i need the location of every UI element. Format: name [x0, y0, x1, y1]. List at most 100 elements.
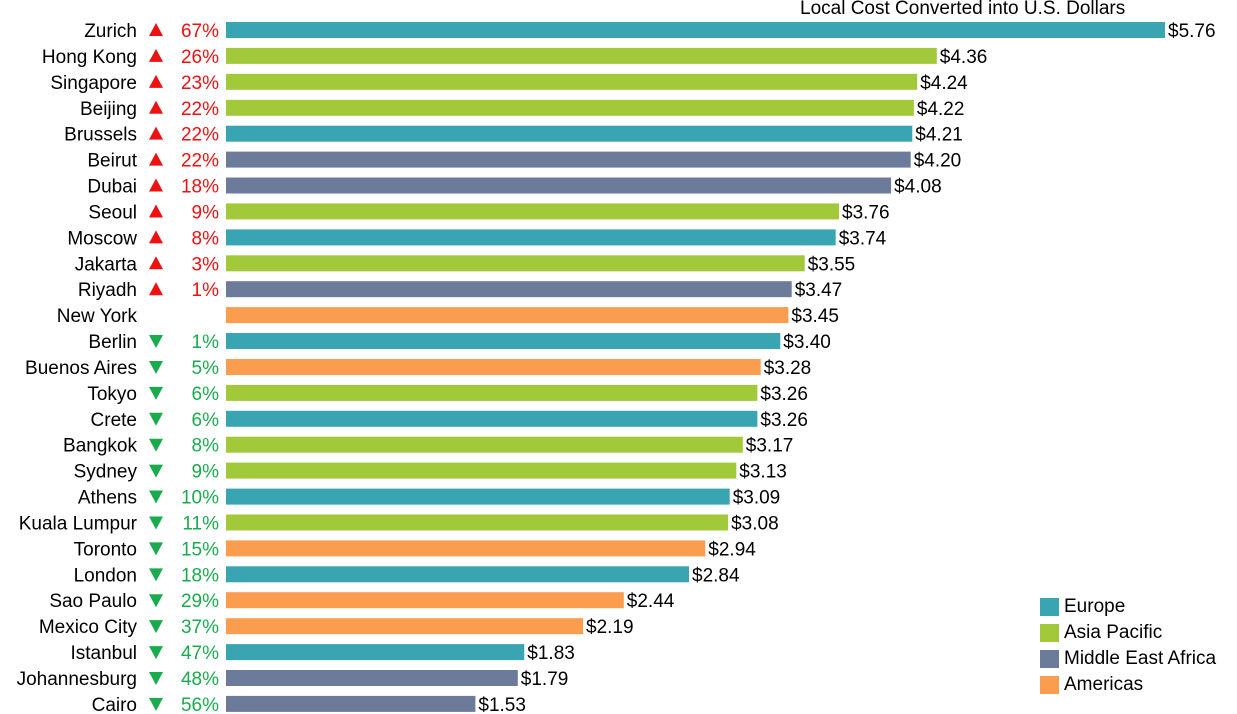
legend-item: Asia Pacific: [1040, 620, 1216, 646]
category-label: Toronto: [74, 539, 137, 560]
value-label: $4.22: [917, 99, 965, 120]
change-label: 11%: [182, 514, 219, 535]
category-label: London: [74, 565, 137, 586]
bar: [226, 151, 911, 168]
category-label: Sydney: [74, 462, 138, 483]
down-arrow-icon: [149, 412, 163, 426]
down-arrow-icon: [149, 464, 163, 478]
bar: [226, 307, 789, 324]
value-label: $2.94: [708, 539, 756, 560]
down-arrow-icon: [149, 542, 163, 556]
up-arrow-icon: [149, 282, 163, 296]
legend-label: Middle East Africa: [1064, 648, 1217, 669]
bar: [226, 333, 781, 349]
up-arrow-icon: [149, 48, 163, 62]
bar: [226, 618, 583, 635]
legend-swatch: [1040, 650, 1059, 668]
bar: [226, 177, 892, 194]
bar: [226, 695, 476, 712]
category-label: Dubai: [87, 177, 137, 198]
up-arrow-icon: [149, 178, 163, 192]
up-arrow-icon: [149, 23, 163, 36]
category-label: Tokyo: [87, 384, 137, 405]
down-arrow-icon: [149, 568, 163, 582]
change-label: 67%: [181, 21, 219, 42]
category-label: Sao Paulo: [49, 591, 137, 612]
change-label: 1%: [192, 280, 220, 301]
category-label: Singapore: [50, 73, 137, 94]
up-arrow-icon: [149, 74, 163, 88]
down-arrow-icon: [149, 360, 163, 374]
category-label: Cairo: [92, 695, 137, 714]
value-label: $3.45: [791, 306, 839, 327]
bar: [226, 514, 729, 531]
change-label: 15%: [181, 539, 219, 560]
up-arrow-icon: [149, 126, 163, 140]
down-arrow-icon: [149, 490, 163, 504]
change-label: 6%: [192, 410, 220, 431]
down-arrow-icon: [149, 672, 163, 685]
change-label: 22%: [181, 151, 219, 172]
legend-item: Americas: [1040, 672, 1216, 698]
legend: Europe Asia Pacific Middle East Africa Amer…: [1040, 594, 1216, 698]
change-label: 6%: [192, 384, 220, 405]
legend-label: Americas: [1064, 674, 1144, 695]
legend-label: Europe: [1064, 596, 1126, 617]
bar: [226, 359, 761, 375]
down-arrow-icon: [149, 594, 163, 608]
value-label: $3.09: [733, 488, 781, 509]
down-arrow-icon: [149, 646, 163, 660]
bar: [226, 99, 914, 116]
bar: [226, 670, 518, 686]
legend-item: Middle East Africa: [1040, 646, 1216, 672]
category-label: Beirut: [87, 151, 137, 172]
value-label: $2.19: [586, 617, 634, 638]
value-label: $4.08: [894, 177, 942, 198]
value-label: $3.17: [746, 436, 794, 457]
category-label: Zurich: [84, 21, 137, 42]
change-label: 47%: [181, 643, 219, 664]
change-label: 1%: [192, 332, 220, 353]
value-label: $1.79: [521, 669, 569, 690]
change-label: 22%: [181, 99, 219, 120]
value-label: $3.28: [764, 358, 812, 379]
category-label: Athens: [78, 488, 137, 509]
down-arrow-icon: [149, 438, 163, 452]
down-arrow-icon: [149, 386, 163, 400]
value-label: $3.74: [839, 228, 887, 249]
legend-item: Europe: [1040, 594, 1216, 620]
chart-title: Local Cost Converted into U.S. Dollars: [800, 0, 1126, 19]
bar: [226, 410, 758, 427]
bar: [226, 22, 1165, 38]
category-label: Johannesburg: [17, 669, 137, 690]
change-label: 8%: [192, 228, 220, 249]
change-label: 48%: [181, 669, 219, 690]
bar: [226, 488, 730, 505]
change-label: 23%: [181, 73, 219, 94]
change-label: 18%: [181, 565, 219, 586]
down-arrow-icon: [149, 516, 163, 530]
value-label: $3.47: [795, 280, 843, 301]
bar: [226, 384, 758, 401]
category-label: New York: [57, 306, 138, 327]
value-label: $1.83: [527, 643, 575, 664]
value-label: $3.26: [760, 410, 808, 431]
value-label: $2.44: [627, 591, 675, 612]
bar: [226, 462, 737, 479]
value-label: $2.84: [692, 565, 740, 586]
down-arrow-icon: [149, 697, 163, 711]
category-label: Seoul: [88, 202, 137, 223]
legend-swatch: [1040, 624, 1059, 642]
change-label: 3%: [192, 254, 220, 275]
value-label: $4.24: [920, 73, 968, 94]
bar: [226, 255, 805, 272]
value-label: $3.40: [783, 332, 831, 353]
value-label: $1.53: [478, 695, 526, 714]
change-label: 22%: [181, 125, 219, 146]
change-label: 9%: [192, 462, 220, 483]
bar: [226, 203, 839, 220]
down-arrow-icon: [149, 335, 163, 349]
bar: [226, 540, 706, 557]
bar: [226, 566, 689, 583]
change-label: 29%: [181, 591, 219, 612]
